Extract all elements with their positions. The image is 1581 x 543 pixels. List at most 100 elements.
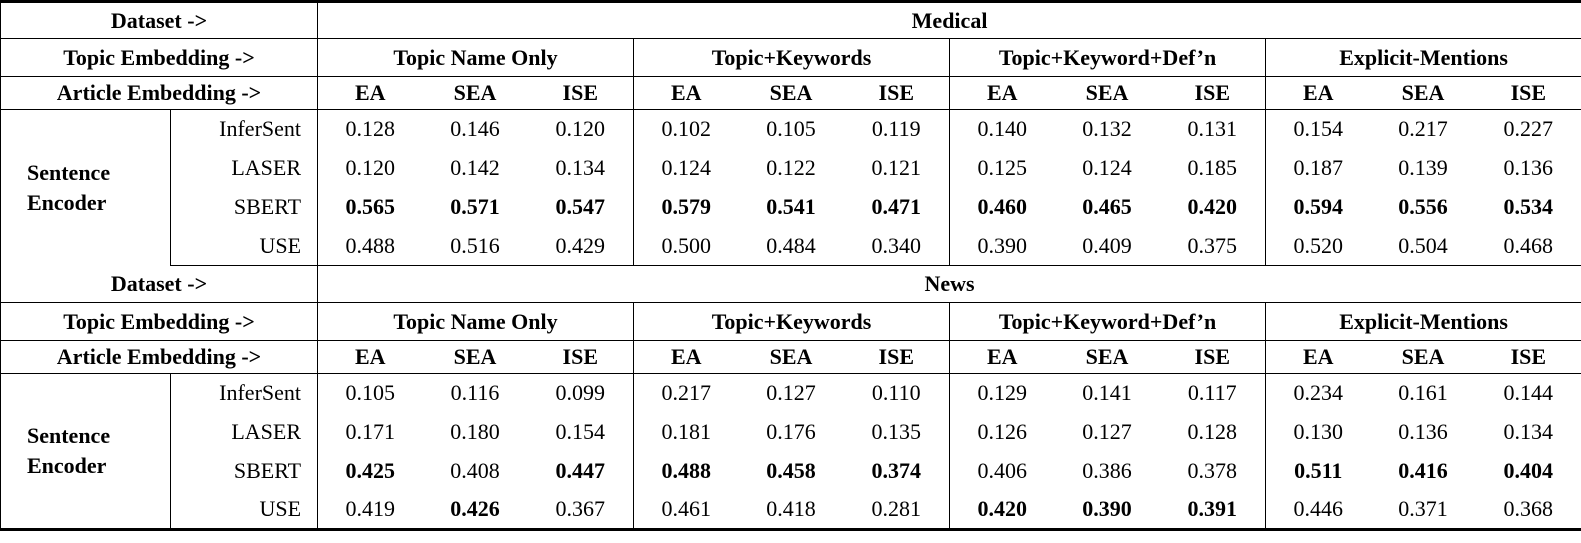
metric-value: 0.122 <box>766 155 816 180</box>
topic-embedding-header: Topic+Keyword+Def’n <box>949 38 1267 77</box>
encoder-name: USE <box>170 226 319 266</box>
sentence-encoder-line2: Encoder <box>27 189 107 215</box>
metric-value: 0.571 <box>450 194 500 219</box>
metric-value: 0.227 <box>1503 116 1554 142</box>
article-embedding-header: ISE <box>527 76 635 110</box>
article-embedding-header: EA <box>317 76 423 110</box>
metric-value: 0.511 <box>1294 458 1343 483</box>
article-embedding-header: ISE <box>1159 76 1267 110</box>
sentence-encoder-line1: Sentence <box>27 423 111 449</box>
encoder-name: LASER <box>170 148 319 188</box>
metric-value: 0.374 <box>843 451 951 491</box>
metric-value: 0.547 <box>527 187 635 227</box>
metric-value: 0.135 <box>843 412 951 452</box>
metric-value: 0.375 <box>1159 226 1267 266</box>
metric-value: 0.418 <box>766 496 816 522</box>
sentence-encoder-line1: Sentence <box>27 160 111 186</box>
sentence-encoder-label: Sentence Encoder <box>0 109 171 266</box>
article-embedding-header: SEA <box>738 76 844 110</box>
topic-embedding-row-news: Topic Embedding -> Topic Name Only Topic… <box>0 302 1581 341</box>
metric-value: 0.471 <box>843 187 951 227</box>
metric-value: 0.171 <box>345 419 396 444</box>
metric-value: 0.121 <box>843 148 951 188</box>
metric-value: 0.128 <box>1159 412 1267 452</box>
metric-value: 0.129 <box>977 380 1028 406</box>
dataset-row-label: Dataset -> <box>0 265 319 303</box>
metric-value: 0.142 <box>450 155 500 180</box>
table-row-news-sbert: SBERT 0.425 0.408 0.447 0.488 0.458 0.37… <box>1 451 1581 491</box>
sentence-encoder-label: Sentence Encoder <box>0 373 171 530</box>
topic-embedding-row-medical: Topic Embedding -> Topic Name Only Topic… <box>0 38 1581 77</box>
metric-value: 0.429 <box>527 226 635 266</box>
metric-value: 0.117 <box>1159 373 1267 413</box>
topic-embedding-row-label: Topic Embedding -> <box>0 38 319 77</box>
metric-value: 0.447 <box>527 451 635 491</box>
table-row-news-use: USE 0.419 0.426 0.367 0.461 0.418 0.281 … <box>1 490 1581 530</box>
metric-value: 0.391 <box>1159 490 1267 530</box>
metric-value: 0.110 <box>843 373 951 413</box>
topic-embedding-header: Explicit-Mentions <box>1265 302 1581 341</box>
metric-value: 0.416 <box>1398 458 1448 483</box>
metric-value: 0.134 <box>527 148 635 188</box>
encoder-name: SBERT <box>170 451 319 491</box>
article-embedding-header: SEA <box>422 76 528 110</box>
metric-value: 0.468 <box>1475 226 1581 266</box>
topic-embedding-header: Topic+Keywords <box>633 302 951 341</box>
metric-value: 0.105 <box>345 380 396 406</box>
article-embedding-header: ISE <box>843 340 951 374</box>
metric-value: 0.180 <box>450 419 500 444</box>
table-row-medical-infersent: Sentence Encoder InferSent 0.128 0.146 0… <box>0 109 1581 266</box>
metric-value: 0.419 <box>345 496 396 522</box>
metric-value: 0.460 <box>977 194 1028 219</box>
metric-value: 0.520 <box>1265 226 1371 266</box>
metric-value: 0.132 <box>1082 116 1132 142</box>
dataset-row-medical: Dataset -> Medical <box>0 1 1581 39</box>
metric-value: 0.594 <box>1293 194 1344 219</box>
encoder-name: InferSent <box>170 109 319 149</box>
metric-value: 0.120 <box>527 109 635 149</box>
metric-value: 0.128 <box>345 116 396 142</box>
encoder-name: SBERT <box>170 187 319 227</box>
metric-value: 0.176 <box>766 419 816 444</box>
metric-value: 0.130 <box>1293 419 1344 444</box>
metric-value: 0.579 <box>661 194 712 219</box>
metric-value: 0.120 <box>345 155 396 180</box>
metric-value: 0.516 <box>422 226 528 266</box>
metric-value: 0.217 <box>661 380 712 406</box>
article-embedding-row-label: Article Embedding -> <box>0 340 319 374</box>
article-embedding-header: SEA <box>1370 76 1476 110</box>
article-embedding-header: EA <box>633 76 739 110</box>
metric-value: 0.425 <box>345 458 396 483</box>
metric-value: 0.126 <box>977 419 1028 444</box>
article-embedding-header: EA <box>1265 340 1371 374</box>
metric-value: 0.136 <box>1398 419 1448 444</box>
metric-value: 0.406 <box>977 458 1028 483</box>
metric-value: 0.484 <box>738 226 844 266</box>
metric-value: 0.541 <box>766 194 816 219</box>
dataset-row-news: Dataset -> News <box>0 265 1581 303</box>
metric-value: 0.124 <box>661 155 712 180</box>
article-embedding-row-medical: Article Embedding -> EA SEA ISE EA SEA I… <box>0 76 1581 110</box>
topic-embedding-header: Topic Name Only <box>317 302 635 341</box>
encoder-name: USE <box>170 490 319 530</box>
metric-value: 0.488 <box>661 458 712 483</box>
article-embedding-header: SEA <box>738 340 844 374</box>
article-embedding-header: ISE <box>1475 76 1581 110</box>
topic-embedding-header: Topic+Keyword+Def’n <box>949 302 1267 341</box>
article-embedding-header: EA <box>633 340 739 374</box>
metric-value: 0.181 <box>661 419 712 444</box>
topic-embedding-header: Topic Name Only <box>317 38 635 77</box>
sentence-encoder-line2: Encoder <box>27 453 107 478</box>
metric-value: 0.340 <box>843 226 951 266</box>
metric-value: 0.139 <box>1398 155 1448 180</box>
metric-value: 0.404 <box>1503 458 1554 483</box>
metric-value: 0.504 <box>1370 226 1476 266</box>
metric-value: 0.099 <box>527 373 635 413</box>
article-embedding-header: ISE <box>527 340 635 374</box>
metric-value: 0.185 <box>1159 148 1267 188</box>
dataset-name: News <box>317 265 1581 303</box>
encoder-name: LASER <box>170 412 319 452</box>
article-embedding-header: ISE <box>1475 340 1581 374</box>
metric-value: 0.367 <box>527 490 635 530</box>
metric-value: 0.368 <box>1503 496 1554 522</box>
